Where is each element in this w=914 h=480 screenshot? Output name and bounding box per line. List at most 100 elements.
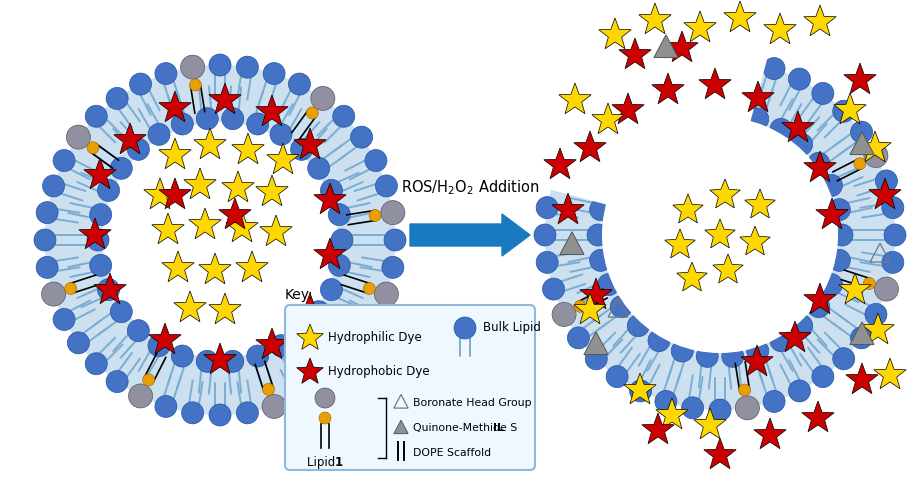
Polygon shape <box>159 178 191 209</box>
Circle shape <box>537 252 558 274</box>
Polygon shape <box>159 91 191 122</box>
Polygon shape <box>745 189 775 218</box>
Polygon shape <box>174 291 207 322</box>
Circle shape <box>85 353 107 375</box>
Circle shape <box>736 396 760 420</box>
Polygon shape <box>143 178 176 209</box>
Polygon shape <box>260 215 292 246</box>
Polygon shape <box>314 238 346 269</box>
Text: Key:: Key: <box>285 288 314 302</box>
Circle shape <box>851 327 873 349</box>
Polygon shape <box>208 293 241 324</box>
Polygon shape <box>204 343 236 374</box>
Polygon shape <box>574 293 606 324</box>
Polygon shape <box>803 283 836 314</box>
Circle shape <box>106 87 128 109</box>
Polygon shape <box>619 38 651 69</box>
Circle shape <box>543 278 565 300</box>
Polygon shape <box>314 183 346 214</box>
Circle shape <box>808 296 830 318</box>
Circle shape <box>747 108 769 130</box>
Polygon shape <box>654 35 678 58</box>
Polygon shape <box>699 68 731 99</box>
Circle shape <box>189 79 201 91</box>
FancyArrow shape <box>410 214 530 256</box>
Circle shape <box>454 317 476 339</box>
Circle shape <box>590 199 611 221</box>
Circle shape <box>222 108 244 130</box>
Circle shape <box>789 68 811 90</box>
Circle shape <box>789 380 811 402</box>
Polygon shape <box>739 226 771 255</box>
Circle shape <box>833 348 855 370</box>
Circle shape <box>308 157 330 180</box>
Circle shape <box>375 282 399 306</box>
Circle shape <box>87 229 109 251</box>
Circle shape <box>53 150 75 171</box>
Polygon shape <box>834 93 866 124</box>
Circle shape <box>85 105 107 127</box>
Polygon shape <box>184 168 217 199</box>
Circle shape <box>696 345 718 367</box>
Polygon shape <box>624 373 656 404</box>
Circle shape <box>351 126 373 148</box>
Polygon shape <box>267 143 299 174</box>
Polygon shape <box>673 194 703 223</box>
Circle shape <box>602 117 838 353</box>
Circle shape <box>321 180 343 202</box>
Circle shape <box>854 158 866 170</box>
Polygon shape <box>764 13 796 44</box>
Polygon shape <box>850 322 874 345</box>
Polygon shape <box>656 398 688 429</box>
Polygon shape <box>754 418 786 449</box>
Polygon shape <box>114 123 146 154</box>
Circle shape <box>41 282 66 306</box>
Polygon shape <box>724 1 756 32</box>
Circle shape <box>289 385 311 407</box>
FancyBboxPatch shape <box>285 305 535 470</box>
Text: Quinone-Methide S: Quinone-Methide S <box>413 423 517 433</box>
Circle shape <box>831 224 853 246</box>
Polygon shape <box>256 175 288 206</box>
Circle shape <box>262 384 274 396</box>
Polygon shape <box>208 83 241 114</box>
Circle shape <box>291 320 313 342</box>
Polygon shape <box>713 254 743 283</box>
Circle shape <box>237 402 259 424</box>
Circle shape <box>67 125 90 149</box>
Circle shape <box>111 157 133 180</box>
Circle shape <box>671 340 694 362</box>
Polygon shape <box>189 208 221 239</box>
Polygon shape <box>665 31 698 62</box>
Circle shape <box>171 113 193 135</box>
Circle shape <box>655 390 677 412</box>
Circle shape <box>369 209 381 221</box>
Polygon shape <box>652 73 685 104</box>
Polygon shape <box>236 251 268 282</box>
Polygon shape <box>293 293 326 324</box>
Polygon shape <box>293 128 326 159</box>
Polygon shape <box>199 253 231 284</box>
Circle shape <box>333 353 355 375</box>
Polygon shape <box>560 232 584 254</box>
Polygon shape <box>297 324 324 349</box>
Circle shape <box>45 65 395 415</box>
Circle shape <box>270 123 292 145</box>
Circle shape <box>98 278 120 300</box>
Circle shape <box>606 366 628 387</box>
Circle shape <box>791 315 813 336</box>
Circle shape <box>87 142 99 154</box>
Circle shape <box>154 396 177 418</box>
Text: 1: 1 <box>335 456 343 469</box>
Polygon shape <box>394 420 409 433</box>
Polygon shape <box>159 138 191 169</box>
Circle shape <box>328 254 350 276</box>
Circle shape <box>545 60 895 410</box>
Circle shape <box>171 345 193 367</box>
Text: Lipid: Lipid <box>307 456 339 469</box>
Circle shape <box>864 277 876 289</box>
Circle shape <box>833 100 855 122</box>
Text: DOPE Scaffold: DOPE Scaffold <box>413 448 491 458</box>
Polygon shape <box>558 83 591 114</box>
Circle shape <box>37 202 58 224</box>
